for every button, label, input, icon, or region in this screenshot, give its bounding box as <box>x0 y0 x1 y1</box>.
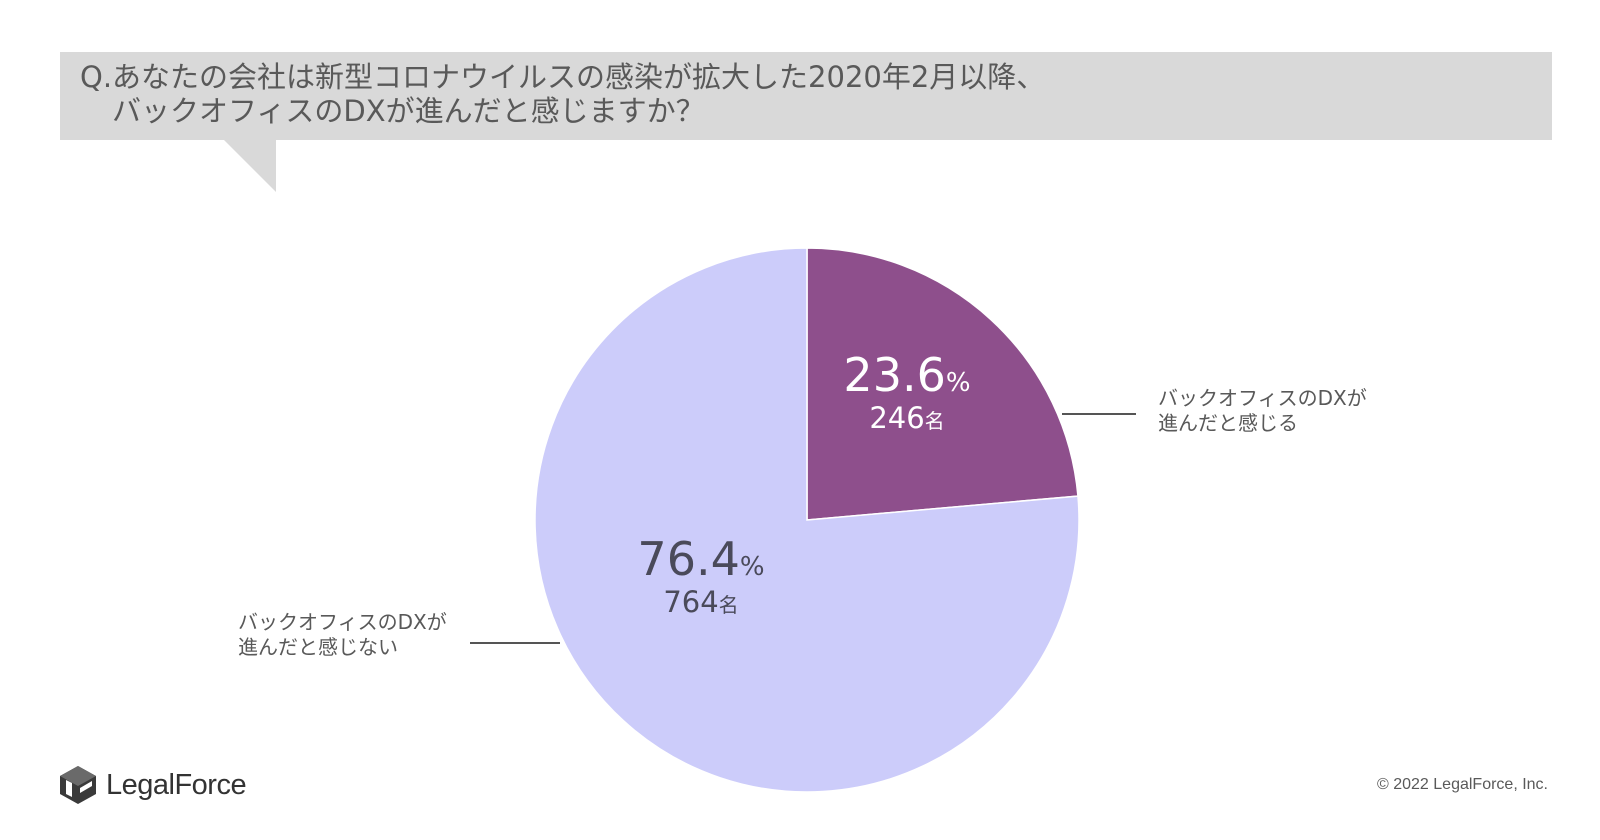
callout-not-advanced-line1: バックオフィスのDXが <box>238 610 447 634</box>
question-text-line2: バックオフィスのDXが進んだと感じますか？ <box>112 94 705 128</box>
callout-advanced-line2: 進んだと感じる <box>1158 411 1298 435</box>
question-text-line1: Q.あなたの会社は新型コロナウイルスの感染が拡大した2020年2月以降、 <box>80 60 1046 94</box>
logo-text: LegalForce <box>106 768 247 801</box>
percent-sign-advanced: % <box>945 368 971 398</box>
callout-not-advanced: バックオフィスのDXが 進んだと感じない <box>238 610 447 660</box>
slice-label-not-advanced: 76.4% 764名 <box>636 534 766 620</box>
percent-value-advanced: 23.6 <box>843 348 946 402</box>
brand-logo: LegalForce <box>58 764 247 806</box>
callout-advanced: バックオフィスのDXが 進んだと感じる <box>1158 386 1367 436</box>
count-value-advanced: 246 <box>869 401 925 435</box>
percent-sign-not-advanced: % <box>739 552 765 582</box>
slice-label-advanced: 23.6% 246名 <box>842 350 972 436</box>
percent-value-not-advanced: 76.4 <box>637 532 740 586</box>
callout-advanced-line1: バックオフィスのDXが <box>1158 386 1367 410</box>
question-banner <box>60 52 1552 140</box>
count-value-not-advanced: 764 <box>663 585 719 619</box>
count-unit-not-advanced: 名 <box>718 593 739 617</box>
count-unit-advanced: 名 <box>924 409 945 433</box>
logo-mark-icon <box>60 766 96 804</box>
callout-not-advanced-line2: 進んだと感じない <box>238 635 398 659</box>
pie-slice-not-advanced <box>534 247 1080 793</box>
copyright-text: © 2022 LegalForce, Inc. <box>1377 776 1548 793</box>
pie-slice-advanced <box>806 247 1079 521</box>
